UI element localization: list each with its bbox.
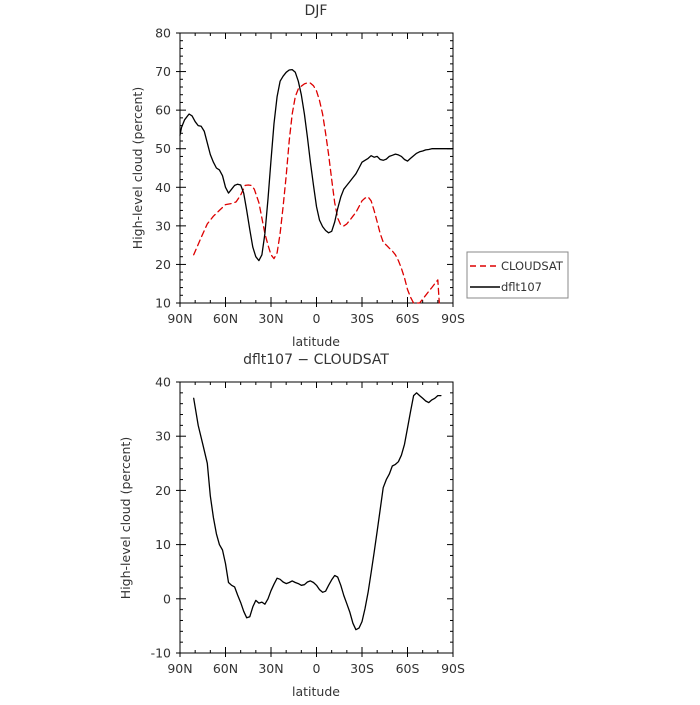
x-tick-label: 30S [350, 311, 374, 326]
y-tick-label: -10 [151, 646, 171, 661]
panel-difference: dflt107 − CLOUDSAT -10 0 10 20 30 40 90N 60N 30N… [118, 352, 465, 699]
y-tick-label: 40 [155, 180, 171, 195]
chart-title-djf: DJF [305, 3, 328, 19]
y-tick-label: 10 [155, 537, 171, 552]
y-tick-label: 80 [155, 26, 171, 41]
plot-frame-difference [179, 381, 454, 654]
x-tick-label: 60N [213, 311, 238, 326]
y-axis-label-djf: High-level cloud (percent) [130, 87, 145, 249]
series-line-dflt107 [179, 68, 454, 262]
x-tick-label: 60N [213, 661, 238, 676]
y-axis-label-difference: High-level cloud (percent) [118, 437, 133, 599]
x-tick-label: 60S [396, 661, 420, 676]
x-tick-label: 0 [313, 661, 321, 676]
x-tick-label: 30N [258, 311, 283, 326]
plot-frame-djf [179, 32, 454, 304]
x-axis-label-djf: latitude [292, 334, 340, 349]
y-tick-label: 40 [155, 375, 171, 390]
series-line-difference [193, 392, 442, 631]
y-tick-label: 10 [155, 296, 171, 311]
legend-label-cloudsat: CLOUDSAT [501, 259, 564, 273]
y-tick-label: 30 [155, 429, 171, 444]
y-tick-label: 50 [155, 141, 171, 156]
series-group-djf [179, 68, 454, 304]
x-tick-label: 90S [441, 661, 465, 676]
x-tick-label: 30S [350, 661, 374, 676]
x-tick-label: 0 [313, 311, 321, 326]
x-tick-label: 90N [167, 661, 192, 676]
legend-box [466, 251, 569, 299]
tick-labels-difference: -10 0 10 20 30 40 90N 60N 30N 0 30S 60S 90S [151, 375, 465, 677]
x-tick-label: 30N [258, 661, 283, 676]
x-axis-label-difference: latitude [292, 684, 340, 699]
y-tick-label: 70 [155, 64, 171, 79]
series-line-cloudsat [193, 82, 440, 304]
chart-title-difference: dflt107 − CLOUDSAT [243, 352, 389, 368]
tick-labels-djf: 10 20 30 40 50 60 70 80 90N 60N 30N 0 30S 60S 90S [155, 26, 465, 327]
y-tick-label: 60 [155, 103, 171, 118]
x-tick-label: 60S [396, 311, 420, 326]
x-tick-label: 90S [441, 311, 465, 326]
legend-label-dflt107: dflt107 [501, 280, 542, 294]
y-tick-label: 20 [155, 257, 171, 272]
legend: CLOUDSAT dflt107 [466, 251, 569, 299]
x-tick-label: 90N [167, 311, 192, 326]
axis-ticks-djf [176, 32, 454, 307]
axis-ticks-difference [176, 381, 454, 657]
y-tick-label: 0 [163, 591, 171, 606]
y-tick-label: 30 [155, 218, 171, 233]
y-tick-label: 20 [155, 483, 171, 498]
series-group-difference [193, 392, 442, 631]
